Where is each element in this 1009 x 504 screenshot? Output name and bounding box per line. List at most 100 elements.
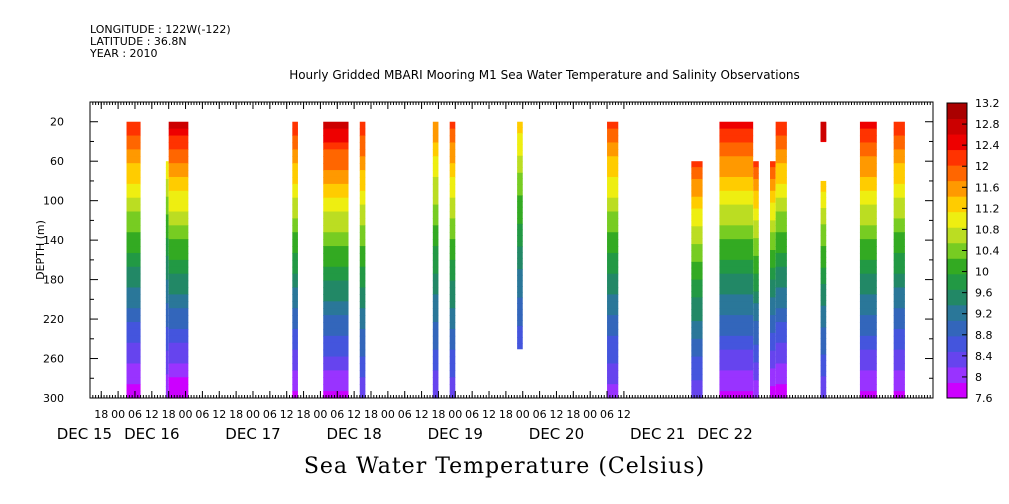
x-tick-label: 00 <box>381 408 395 421</box>
data-cell <box>432 149 439 157</box>
data-cell <box>753 291 759 298</box>
data-cell <box>449 128 456 137</box>
colorbar-swatch <box>947 149 967 166</box>
colorbar-tick-label: 12.8 <box>975 118 1000 131</box>
data-cell <box>607 384 619 392</box>
colorbar-tick-label: 10.8 <box>975 223 1000 236</box>
data-cell <box>517 331 523 338</box>
data-cell <box>432 363 439 371</box>
data-cell <box>292 176 298 185</box>
data-cell <box>607 349 619 358</box>
data-cell <box>691 326 703 334</box>
data-cell <box>753 380 759 387</box>
data-cell <box>770 386 776 393</box>
data-cell <box>126 391 141 399</box>
data-cell <box>719 218 754 226</box>
data-cell <box>165 273 169 281</box>
data-column <box>292 121 298 399</box>
data-cell <box>432 232 439 240</box>
data-cell <box>775 252 787 261</box>
data-cell <box>165 297 169 304</box>
data-cell <box>126 342 141 351</box>
data-cell <box>517 286 523 293</box>
data-cell <box>292 308 298 316</box>
data-cell <box>517 303 523 310</box>
data-cell <box>517 167 523 174</box>
data-cell <box>753 214 759 221</box>
data-cell <box>165 173 169 180</box>
x-day-label: DEC 18 <box>326 425 381 443</box>
data-cell <box>359 183 366 192</box>
data-cell <box>719 225 754 233</box>
data-cell <box>820 180 827 187</box>
data-cell <box>859 294 877 302</box>
data-cell <box>820 278 827 285</box>
data-cell <box>126 190 141 199</box>
data-cell <box>126 308 141 316</box>
data-cell <box>323 266 349 275</box>
data-cell <box>753 196 759 204</box>
data-cell <box>753 344 759 352</box>
data-cell <box>126 259 141 268</box>
data-cell <box>323 135 349 144</box>
data-cell <box>517 184 523 191</box>
data-cell <box>449 197 456 206</box>
data-cell <box>691 167 703 174</box>
data-cell <box>607 170 619 178</box>
data-cell <box>893 377 905 385</box>
data-cell <box>893 287 905 295</box>
data-cell <box>168 252 189 261</box>
data-cell <box>893 294 905 302</box>
data-cell <box>691 356 703 364</box>
colorbar-swatch <box>947 258 967 275</box>
data-cell <box>126 370 141 378</box>
data-cell <box>323 342 349 351</box>
colorbar-swatch <box>947 366 967 383</box>
data-cell <box>775 301 787 309</box>
data-cell <box>753 374 759 381</box>
data-cell <box>292 246 298 254</box>
data-cell <box>820 327 827 334</box>
data-cell <box>126 384 141 392</box>
data-cell <box>126 149 141 157</box>
data-cell <box>517 133 523 140</box>
data-cell <box>292 391 298 399</box>
data-cell <box>432 294 439 302</box>
data-cell <box>359 259 366 268</box>
data-cell <box>820 354 827 361</box>
data-cell <box>893 301 905 309</box>
data-cell <box>359 163 366 171</box>
data-cell <box>770 309 776 316</box>
data-cell <box>607 128 619 137</box>
data-cell <box>323 391 349 399</box>
data-cell <box>691 332 703 340</box>
data-cell <box>859 197 877 206</box>
data-cell <box>165 214 169 221</box>
data-cell <box>607 259 619 268</box>
data-cell <box>859 280 877 289</box>
data-cell <box>359 232 366 240</box>
data-cell <box>432 121 439 130</box>
data-cell <box>359 349 366 358</box>
data-cell <box>859 170 877 178</box>
x-tick-label: 00 <box>448 408 462 421</box>
data-cell <box>323 349 349 358</box>
data-cell <box>517 274 523 282</box>
x-tick-label: 18 <box>229 408 243 421</box>
data-cell <box>432 315 439 323</box>
data-cell <box>775 308 787 316</box>
data-cell <box>770 190 776 198</box>
data-cell <box>859 190 877 199</box>
data-cell <box>775 170 787 178</box>
data-cell <box>168 225 189 233</box>
longitude-label: LONGITUDE : 122W(-122) <box>90 23 231 36</box>
data-cell <box>165 332 169 340</box>
data-column <box>753 161 759 399</box>
data-cell <box>449 246 456 254</box>
data-cell <box>691 279 703 287</box>
data-cell <box>165 326 169 334</box>
data-cell <box>323 287 349 295</box>
data-cell <box>449 204 456 213</box>
data-cell <box>292 190 298 199</box>
data-cell <box>432 183 439 192</box>
